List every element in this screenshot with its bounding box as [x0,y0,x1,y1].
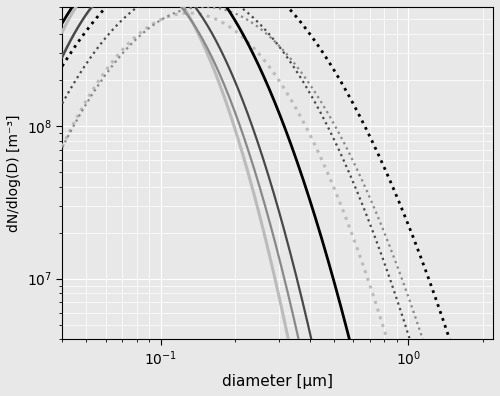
X-axis label: diameter [μm]: diameter [μm] [222,374,333,389]
Y-axis label: dN/dlog(D) [m⁻³]: dN/dlog(D) [m⁻³] [7,114,21,232]
